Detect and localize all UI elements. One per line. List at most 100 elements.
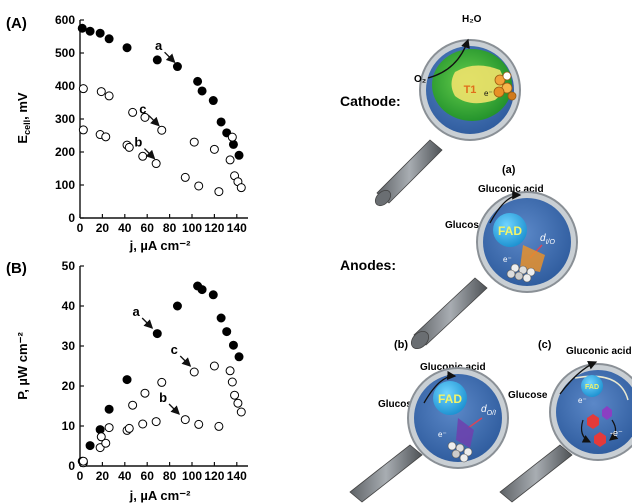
data-point-series-b [138, 419, 148, 429]
data-point-series-b [230, 390, 240, 400]
y-tick-label: 50 [62, 259, 76, 273]
data-point-series-b [138, 151, 148, 161]
x-tick-label: 120 [204, 469, 224, 483]
data-point-series-a [77, 23, 87, 33]
data-point-series-b [151, 417, 161, 427]
anode-c-minus-electron-label: -e⁻ [610, 428, 623, 438]
anode-a-gluconic-label: Gluconic acid [478, 184, 544, 195]
anode-c-fad-ball [581, 375, 603, 397]
anode-c-hop-arrow-2 [609, 419, 619, 441]
x-tick-label: 100 [182, 221, 202, 235]
data-point-series-a [228, 340, 238, 350]
cathode-reaction-arrow [427, 38, 470, 79]
anode-c-glucose-label: Glucose [508, 390, 548, 401]
panel-a-label: (A) [6, 15, 27, 32]
data-point-series-b [78, 125, 88, 135]
anode-b-glucose-label: Glucose [378, 399, 418, 410]
anode-a-fad-ball [493, 213, 527, 247]
data-point-series-b [236, 407, 246, 417]
y-tick-label: 200 [55, 145, 75, 159]
data-point-series-a [104, 34, 114, 44]
y-tick-label: 40 [62, 299, 76, 313]
data-point-series-c [227, 132, 237, 142]
cathode-magnifier-handle [374, 139, 443, 207]
data-point-series-c [140, 388, 150, 398]
data-point-series-b [180, 172, 190, 182]
x-tick-label: 120 [204, 221, 224, 235]
series-a-annotation: a [133, 304, 141, 319]
data-point-series-a [197, 285, 207, 295]
panel-b-label: (B) [6, 260, 27, 277]
anode-b-fad-label: FAD [438, 392, 462, 406]
x-tick-label: 20 [96, 469, 110, 483]
series-c-annotation: c [171, 342, 178, 357]
data-point-series-a [172, 301, 182, 311]
anode-a-glucose-label: Glucose [445, 220, 485, 231]
anode-a-magnifier-handle [410, 277, 488, 350]
anodes-label: Anodes: [340, 257, 396, 273]
cathode-t1-label: T1 [464, 84, 477, 96]
y-tick-label: 30 [62, 339, 76, 353]
x-tick-label: 60 [141, 221, 155, 235]
data-point-series-c [157, 377, 167, 387]
data-point-series-c [128, 400, 138, 410]
data-point-series-b [180, 415, 190, 425]
data-point-series-b [236, 183, 246, 193]
anode-a-electron-label: e⁻ [503, 255, 512, 264]
anode-c-redox-mediators [587, 406, 612, 447]
series-a-pointer [141, 317, 154, 329]
anode-c-electron-label: e⁻ [578, 396, 587, 405]
data-point-series-b [101, 132, 111, 142]
cathode-schematic: Cathode: T1 e⁻ H₂O O₂ [340, 14, 521, 207]
x-tick-label: 20 [96, 221, 110, 235]
cathode-h2o-label: H₂O [462, 14, 482, 25]
anode-b-distance-label: dO/I [481, 404, 496, 417]
data-point-series-c [157, 125, 167, 135]
anode-a-fad-label: FAD [498, 224, 522, 238]
y-tick-label: 100 [55, 178, 75, 192]
data-point-series-b [233, 398, 243, 408]
data-point-series-b [124, 423, 134, 433]
y-tick-label: 600 [55, 13, 75, 27]
y-tick-label: 10 [62, 419, 76, 433]
x-tick-label: 80 [163, 469, 177, 483]
x-tick-label: 40 [118, 221, 132, 235]
anode-b-distance-line [467, 417, 483, 429]
series-c-annotation: c [139, 102, 146, 117]
data-point-series-b [124, 142, 134, 152]
data-point-series-a [222, 327, 232, 337]
data-point-series-a [216, 117, 226, 127]
data-point-series-a [228, 139, 238, 149]
data-point-series-a [95, 425, 105, 435]
x-tick-label: 140 [227, 221, 247, 235]
data-point-series-a [104, 404, 114, 414]
anode-a-mediator [520, 245, 545, 272]
anode-c-sublabel: (c) [538, 339, 552, 351]
data-point-series-a [85, 26, 95, 36]
anode-a-reaction-arrow [489, 190, 522, 224]
data-point-series-a [122, 375, 132, 385]
data-point-series-a [122, 43, 132, 53]
data-point-series-b [225, 366, 235, 376]
panel-b-chart: (B) 0 20 40 60 80 100 120 140 0 10 20 30 40 50 a b c j,… [6, 259, 248, 503]
anode-c-reaction-arrow [559, 361, 598, 395]
anode-b-sublabel: (b) [394, 339, 408, 351]
data-point-series-c [128, 107, 138, 117]
series-b-pointer [143, 148, 156, 160]
panel-a-y-axis-label: Ecell, mV [15, 92, 32, 143]
series-a-annotation: a [155, 38, 163, 53]
x-tick-label: 100 [182, 469, 202, 483]
data-point-series-b [214, 187, 224, 197]
cathode-label: Cathode: [340, 93, 401, 109]
anode-b-magnifier-handle [349, 444, 423, 503]
anode-c-gluconic-label: Gluconic acid [566, 346, 632, 357]
cathode-o2-label: O₂ [414, 74, 426, 85]
series-b-annotation: b [159, 390, 167, 405]
data-point-series-a [95, 28, 105, 38]
anode-c-magnifier-handle [499, 444, 573, 503]
series-b-pointer [168, 403, 180, 415]
y-tick-label: 0 [68, 459, 75, 473]
x-tick-label: 60 [141, 469, 155, 483]
data-point-series-c [78, 456, 88, 466]
data-point-series-c [104, 423, 114, 433]
